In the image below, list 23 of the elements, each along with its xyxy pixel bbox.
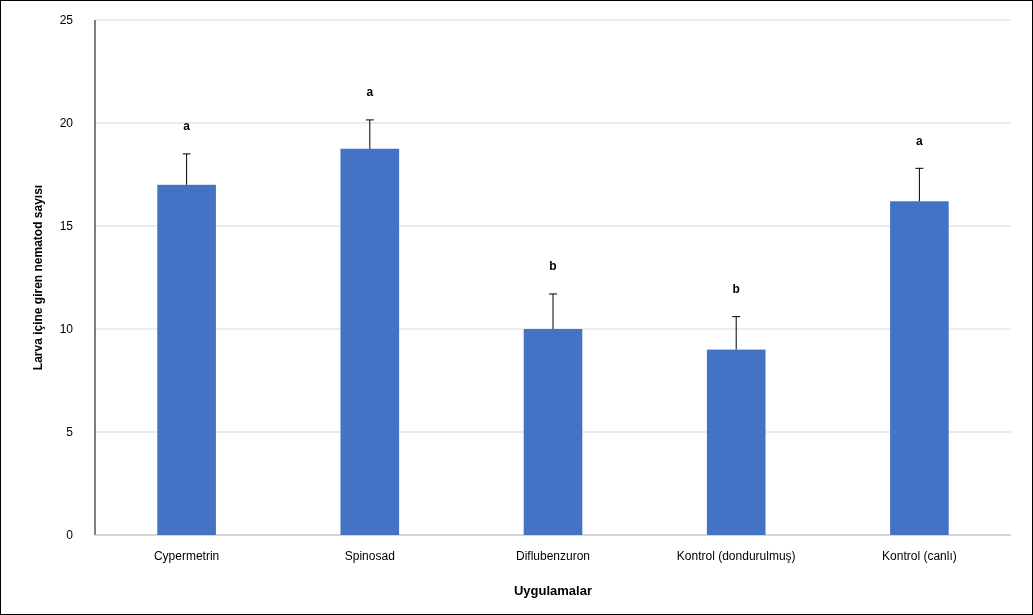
- bar: [157, 184, 216, 535]
- bar: [340, 148, 400, 535]
- annotation: a: [916, 133, 924, 148]
- bar: [706, 349, 766, 535]
- bar: [523, 329, 583, 535]
- x-tick-label: Spinosad: [344, 549, 395, 563]
- y-axis-title: Larva içine giren nematod sayısı: [31, 184, 45, 371]
- annotation: a: [366, 85, 374, 100]
- x-axis-title: Uygulamalar: [513, 583, 593, 598]
- annotation: b: [549, 259, 557, 274]
- y-tick-label: 20: [59, 116, 74, 131]
- annotation: b: [732, 281, 740, 296]
- bar: [890, 201, 949, 535]
- y-tick-label: 5: [66, 425, 74, 440]
- y-tick-label: 10: [59, 322, 74, 337]
- x-tick-label: Cypermetrin: [153, 549, 220, 563]
- x-tick-label: Kontrol (dondurulmuş): [676, 549, 796, 563]
- y-tick-label: 15: [59, 219, 74, 234]
- annotation: a: [183, 119, 191, 134]
- y-tick-label: 0: [66, 528, 74, 543]
- y-tick-label: 25: [59, 13, 74, 28]
- x-tick-label: Kontrol (canlı): [882, 549, 957, 563]
- x-tick-label: Diflubenzuron: [515, 549, 591, 563]
